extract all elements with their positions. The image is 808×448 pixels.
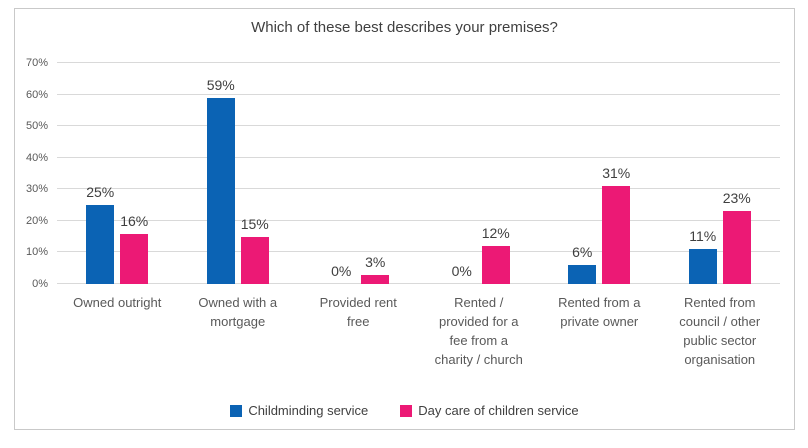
category-label: Rented from council / other public secto… — [679, 295, 761, 367]
gridline — [57, 156, 780, 158]
bar-slot: 16% — [120, 63, 148, 284]
bar — [688, 249, 717, 284]
y-axis-tick-label: 50% — [25, 120, 48, 133]
y-axis-tick-label: 70% — [25, 57, 48, 69]
bar — [361, 274, 390, 284]
gridline — [57, 251, 780, 253]
gridline — [57, 219, 780, 221]
bar-slot: 15% — [241, 63, 269, 284]
y-axis-tick-label: 30% — [25, 183, 48, 196]
bar-slot: 6% — [568, 63, 597, 284]
data-label: 6% — [572, 244, 593, 261]
data-label: 12% — [481, 225, 510, 242]
category-label: Rented from a private owner — [558, 295, 641, 329]
category-label: Owned with a mortgage — [198, 295, 278, 329]
bar-slot: 11% — [688, 63, 717, 284]
y-axis: 0% 10% 20% 30% 40% 50% 60% 70% — [15, 57, 48, 290]
bar-slot: 12% — [482, 63, 510, 284]
bar — [722, 211, 751, 284]
gridline — [57, 283, 780, 284]
bar-slot: 25% — [86, 63, 114, 284]
bar-slot: 59% — [207, 63, 235, 284]
data-label: 59% — [206, 76, 235, 93]
legend: Childminding service Day care of children… — [15, 403, 794, 418]
data-label: 3% — [365, 253, 386, 270]
y-axis-tick-label: 40% — [25, 151, 48, 164]
bar-slot: 23% — [723, 63, 751, 284]
legend-swatch — [400, 404, 413, 417]
gridline — [57, 188, 780, 190]
y-axis-tick-label: 0% — [32, 278, 48, 290]
bar-group: 59% 15% — [178, 63, 299, 284]
bar-group: 0% 3% — [298, 63, 419, 284]
gridline — [57, 93, 780, 95]
data-label: 16% — [120, 212, 149, 229]
bar-group: 6% 31% — [539, 63, 660, 284]
bar-slot: 0% — [327, 63, 355, 284]
category-label: Owned outright — [73, 295, 162, 310]
bar-group: 25% 16% — [57, 63, 178, 284]
bar — [240, 236, 269, 284]
legend-swatch — [230, 404, 243, 417]
bar-slot: 31% — [602, 63, 630, 284]
bar-group: 0% 12% — [419, 63, 540, 284]
gridline — [57, 125, 780, 127]
chart-frame: Which of these best describes your premi… — [14, 8, 795, 430]
bar — [206, 97, 235, 284]
bar — [568, 265, 597, 284]
data-label: 25% — [86, 184, 115, 201]
bar — [86, 205, 115, 284]
bar — [481, 246, 510, 284]
legend-label: Day care of children service — [418, 403, 579, 418]
chart-title: Which of these best describes your premi… — [251, 19, 558, 36]
legend-label: Childminding service — [248, 403, 369, 418]
legend-item: Childminding service — [230, 403, 368, 418]
plot-area: 25% 16% 59% 15% 0% 3% 0% 12% 6% 31% 11% 23% — [57, 62, 780, 284]
y-axis-tick-label: 60% — [25, 88, 48, 101]
data-label: 0% — [451, 263, 472, 279]
y-axis-tick-label: 20% — [25, 214, 48, 227]
bar-slot: 0% — [448, 63, 476, 284]
x-axis-labels: Owned outright Owned with a mortgage Provi… — [57, 293, 780, 369]
data-label: 23% — [722, 190, 751, 207]
category-label: Rented / provided for a fee from a chari… — [434, 295, 523, 367]
data-label: 31% — [602, 165, 631, 182]
gridline — [57, 62, 780, 63]
bar-group: 11% 23% — [660, 63, 781, 284]
y-axis-tick-label: 10% — [25, 246, 48, 259]
bar-slot: 3% — [361, 63, 390, 284]
bar-groups: 25% 16% 59% 15% 0% 3% 0% 12% 6% 31% 11% 23% — [57, 63, 780, 284]
data-label: 15% — [240, 215, 269, 232]
category-label: Provided rent free — [319, 295, 397, 329]
bar — [602, 186, 631, 284]
data-label: 11% — [689, 228, 717, 245]
data-label: 0% — [331, 263, 352, 279]
legend-item: Day care of children service — [400, 403, 579, 418]
bar — [120, 233, 149, 284]
